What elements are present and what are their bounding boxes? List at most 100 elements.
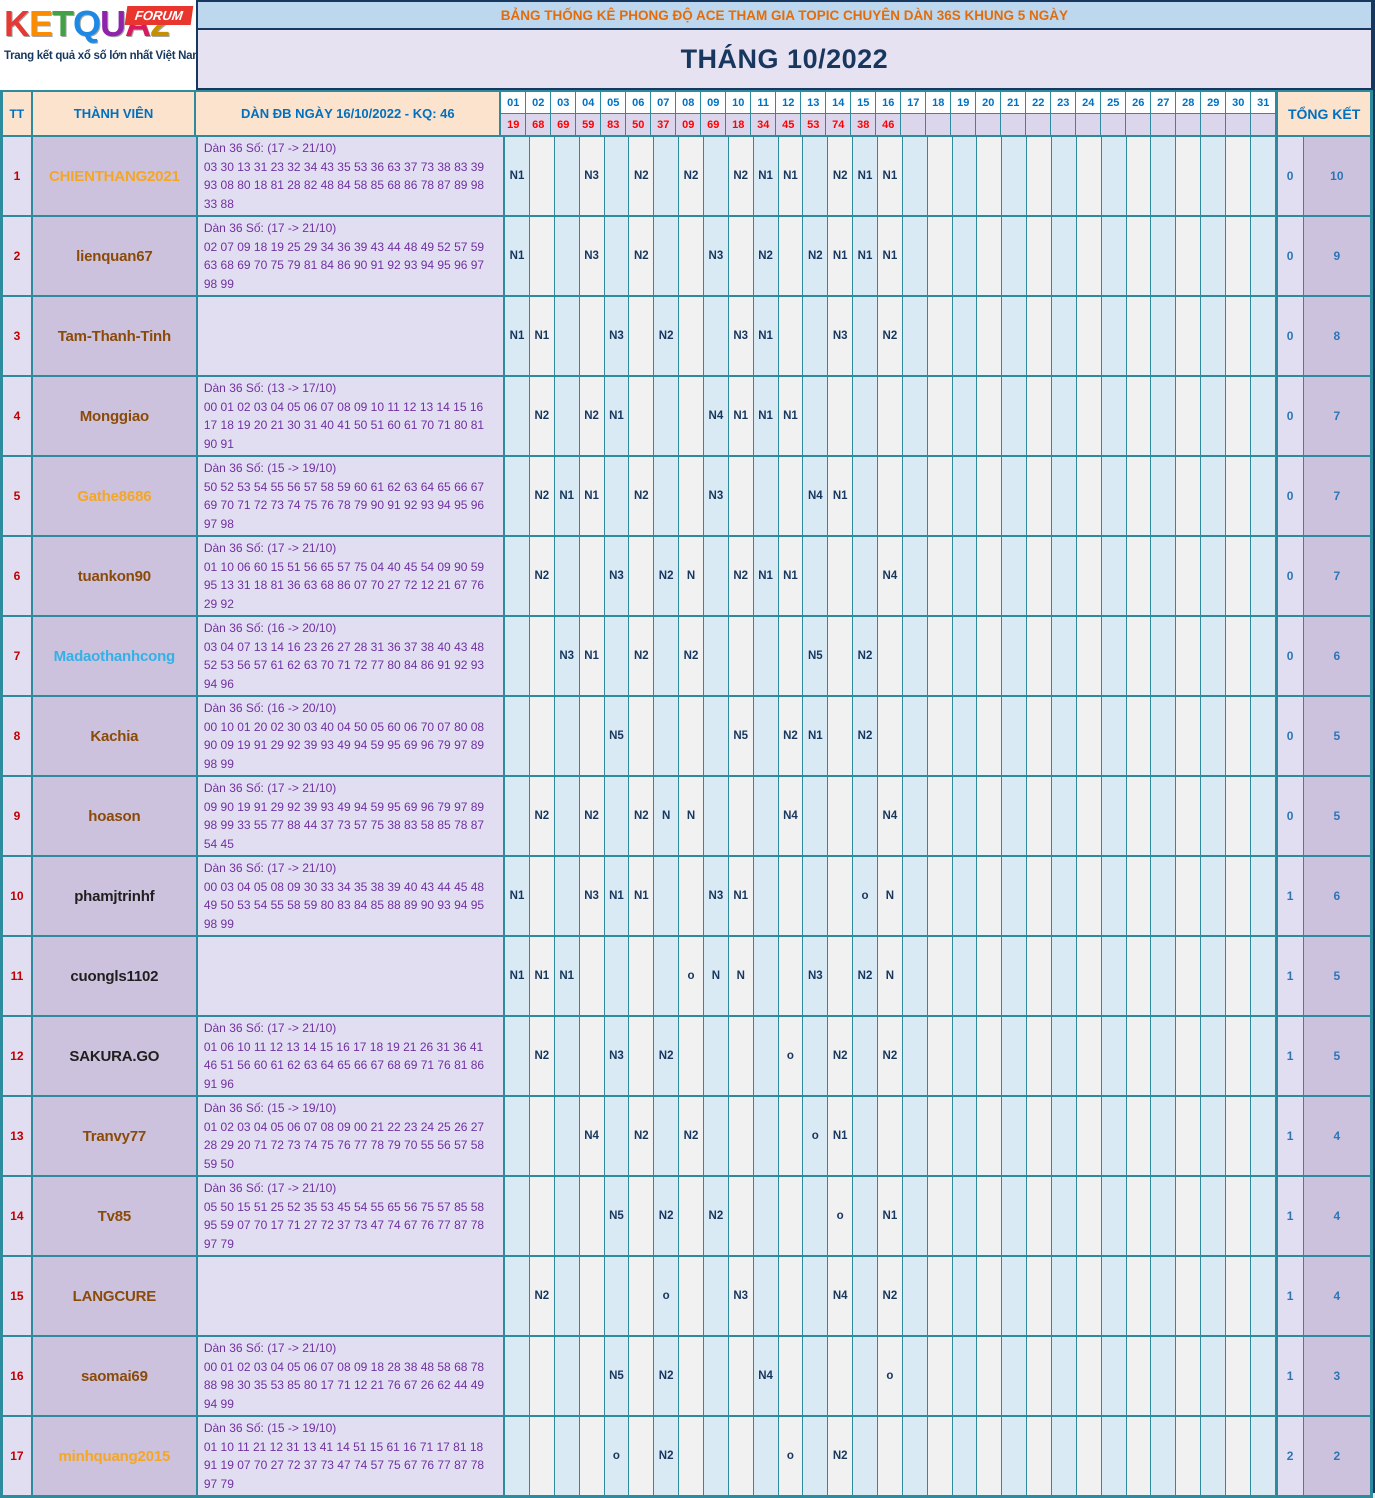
day-cell bbox=[902, 377, 928, 455]
member-name: cuongls1102 bbox=[32, 937, 198, 1015]
day-cell bbox=[1176, 1257, 1202, 1335]
day-result-cell bbox=[1151, 114, 1177, 135]
day-cell bbox=[1101, 937, 1127, 1015]
day-cell bbox=[1027, 217, 1052, 295]
day-cell bbox=[1051, 1097, 1077, 1175]
day-cell bbox=[902, 617, 928, 695]
day-cell: N1 bbox=[828, 1097, 854, 1175]
day-cell bbox=[1076, 857, 1102, 935]
day-cell bbox=[977, 1417, 1003, 1495]
day-cell bbox=[703, 697, 729, 775]
day-cell bbox=[579, 1257, 605, 1335]
day-cell bbox=[579, 1337, 605, 1415]
dan-title: Dàn 36 Số: (17 -> 21/10) bbox=[203, 1181, 337, 1195]
day-cell bbox=[877, 1417, 903, 1495]
day-cell bbox=[1027, 377, 1052, 455]
day-cell: N4 bbox=[828, 1257, 854, 1335]
day-cell bbox=[902, 1257, 928, 1335]
day-cell bbox=[977, 617, 1003, 695]
day-cell bbox=[529, 1177, 555, 1255]
day-cell bbox=[977, 1097, 1003, 1175]
site-logo[interactable]: KETQUA2 FORUM Trang kết quả xổ số lớn nh… bbox=[0, 0, 196, 90]
day-cell bbox=[505, 697, 530, 775]
day-cell bbox=[1126, 777, 1152, 855]
day-cell: o bbox=[778, 1017, 804, 1095]
day-cell bbox=[877, 697, 903, 775]
day-result-cell bbox=[1176, 114, 1202, 135]
day-cell: N1 bbox=[853, 137, 878, 215]
day-cell bbox=[1201, 857, 1226, 935]
day-cell bbox=[1176, 697, 1202, 775]
day-cell bbox=[1225, 377, 1251, 455]
day-result-cell bbox=[901, 114, 927, 135]
logo-letter: U bbox=[100, 3, 126, 44]
day-cell bbox=[1002, 377, 1028, 455]
total-hit-cell: 0 bbox=[1275, 297, 1304, 375]
day-cell bbox=[927, 1337, 953, 1415]
day-cell bbox=[853, 1417, 878, 1495]
day-cell: N3 bbox=[604, 537, 630, 615]
day-cell: N1 bbox=[753, 297, 779, 375]
day-cell bbox=[505, 1177, 530, 1255]
day-cell bbox=[529, 1337, 555, 1415]
day-cell bbox=[654, 617, 680, 695]
day-cell bbox=[753, 1017, 779, 1095]
day-cell bbox=[554, 697, 580, 775]
day-cell bbox=[579, 1017, 605, 1095]
tt-cell: 12 bbox=[3, 1017, 33, 1095]
dan-numbers: 03 04 07 13 14 16 23 26 27 28 31 36 37 3… bbox=[203, 639, 485, 691]
day-cell bbox=[1151, 297, 1177, 375]
day-cell bbox=[927, 537, 953, 615]
day-cell bbox=[728, 777, 754, 855]
day-cell bbox=[977, 1257, 1003, 1335]
dan-cell bbox=[197, 1257, 506, 1335]
day-cell bbox=[679, 857, 704, 935]
tt-cell: 9 bbox=[3, 777, 33, 855]
day-cell bbox=[554, 297, 580, 375]
day-column-header-cell: 08 bbox=[676, 92, 702, 113]
member-row: 6 tuankon90 Dàn 36 Số: (17 -> 21/10) 01 10 … bbox=[3, 535, 1371, 615]
day-cell: N2 bbox=[629, 1097, 655, 1175]
day-cell bbox=[1201, 617, 1226, 695]
tt-cell: 14 bbox=[3, 1177, 33, 1255]
day-cell bbox=[753, 617, 779, 695]
logo-letter: T bbox=[52, 3, 74, 44]
day-cell bbox=[579, 1417, 605, 1495]
day-cell bbox=[1101, 857, 1127, 935]
day-cell: N2 bbox=[629, 457, 655, 535]
member-name: phamjtrinhf bbox=[32, 857, 198, 935]
day-cell bbox=[1225, 697, 1251, 775]
day-cell bbox=[1027, 777, 1052, 855]
day-cell: N4 bbox=[778, 777, 804, 855]
day-cell bbox=[927, 937, 953, 1015]
day-cell bbox=[952, 137, 978, 215]
day-cell bbox=[604, 937, 630, 1015]
member-name: SAKURA.GO bbox=[32, 1017, 198, 1095]
day-cell bbox=[554, 377, 580, 455]
tt-cell: 3 bbox=[3, 297, 33, 375]
dan-cell: Dàn 36 Số: (17 -> 21/10) 01 10 06 60 15 5… bbox=[197, 537, 506, 615]
day-cell bbox=[1201, 777, 1226, 855]
total-score-cell: 10 bbox=[1303, 137, 1371, 215]
day-cell bbox=[1076, 1097, 1102, 1175]
day-cell bbox=[952, 617, 978, 695]
day-cell bbox=[1225, 857, 1251, 935]
day-cell bbox=[1176, 137, 1202, 215]
day-cell bbox=[728, 1097, 754, 1175]
total-hit-cell: 1 bbox=[1275, 1017, 1304, 1095]
day-cell bbox=[505, 1097, 530, 1175]
day-cell bbox=[828, 617, 854, 695]
day-cell bbox=[1126, 297, 1152, 375]
tt-cell: 17 bbox=[3, 1417, 33, 1495]
day-cell bbox=[1176, 617, 1202, 695]
day-cell: o bbox=[654, 1257, 680, 1335]
day-column-header-cell: 04 bbox=[576, 92, 602, 113]
day-cell bbox=[977, 1017, 1003, 1095]
day-cell bbox=[1027, 1097, 1052, 1175]
day-cell bbox=[1101, 617, 1127, 695]
day-cell bbox=[1051, 137, 1077, 215]
day-cell bbox=[902, 697, 928, 775]
day-cell bbox=[1250, 777, 1276, 855]
total-score-cell: 4 bbox=[1303, 1257, 1371, 1335]
day-cell bbox=[703, 1097, 729, 1175]
